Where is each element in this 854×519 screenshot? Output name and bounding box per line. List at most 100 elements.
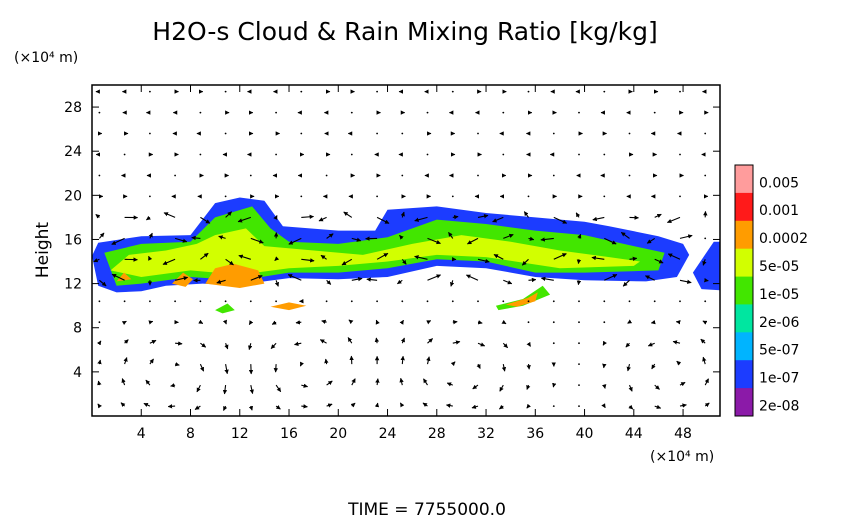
wind-vector-216 xyxy=(427,237,441,245)
wind-vector-39 xyxy=(148,255,153,261)
wind-vector-230 xyxy=(449,280,455,287)
wind-vector-57 xyxy=(163,212,176,218)
wind-vector-211 xyxy=(427,338,433,344)
y-axis: 4 8 12 16 20 24 28 xyxy=(64,100,720,381)
wind-vector-196 xyxy=(399,319,404,325)
colorbar-label-5: 2e-06 xyxy=(759,315,799,331)
wind-vector-4 xyxy=(98,321,101,324)
wind-vector-160 xyxy=(350,402,356,408)
wind-vector-288 xyxy=(552,405,555,407)
wind-vector-54 xyxy=(174,276,189,281)
colorbar-swatch-4 xyxy=(735,276,753,305)
colorbar-label-8: 2e-08 xyxy=(759,398,799,414)
wind-vector-273 xyxy=(526,384,531,390)
wind-vector-124 xyxy=(275,153,277,156)
colorbar-frame xyxy=(734,164,754,417)
wind-vector-85 xyxy=(224,300,227,303)
wind-vector-155 xyxy=(325,174,328,177)
wind-vector-387 xyxy=(700,338,706,344)
wind-vector-383 xyxy=(679,90,681,93)
wind-vector-312 xyxy=(577,233,582,239)
wind-vector-226 xyxy=(450,361,456,367)
colorbar: 0.005 0.001 0.0002 5e-05 1e-05 2e-06 5e-07 1e-0… xyxy=(734,164,808,417)
wind-vector-279 xyxy=(521,258,529,266)
x-tick-label-20: 20 xyxy=(329,426,347,442)
wind-vector-349 xyxy=(628,132,631,135)
wind-vector-360 xyxy=(646,237,656,244)
wind-vector-176 xyxy=(374,402,380,408)
wind-vector-228 xyxy=(452,319,458,325)
wind-vector-9 xyxy=(95,213,101,219)
colorbar-swatch-3 xyxy=(735,248,753,278)
y-tick-label-20: 20 xyxy=(64,188,82,204)
wind-vector-17 xyxy=(121,378,126,386)
wind-vector-87 xyxy=(225,258,234,266)
y-tick-label-12: 12 xyxy=(64,277,82,293)
wind-vector-304 xyxy=(578,405,580,407)
wind-vector-389 xyxy=(704,300,707,303)
wind-vector-316 xyxy=(578,153,580,156)
wind-vector-24 xyxy=(111,237,125,245)
wind-vector-89 xyxy=(225,211,232,218)
wind-vector-105 xyxy=(237,216,251,223)
cloud-region-1 xyxy=(692,241,720,291)
wind-vector-311 xyxy=(576,259,582,265)
wind-vector-385 xyxy=(704,378,709,386)
wind-vector-126 xyxy=(275,111,277,114)
chart-title: H2O-s Cloud & Rain Mixing Ratio [kg/kg] xyxy=(152,17,657,46)
colorbar-swatch-2 xyxy=(735,220,753,250)
wind-vector-339 xyxy=(625,342,631,348)
wind-vector-395 xyxy=(704,174,707,177)
colorbar-swatch-6 xyxy=(735,332,753,361)
y-axis-label: Height xyxy=(33,222,53,279)
wind-vector-36 xyxy=(148,320,154,325)
wind-vector-330 xyxy=(603,195,606,198)
wind-vector-72 xyxy=(191,235,201,241)
wind-vector-370 xyxy=(676,360,682,366)
wind-vector-78 xyxy=(199,111,202,114)
wind-vector-11 xyxy=(98,174,101,177)
wind-vector-103 xyxy=(238,254,251,260)
wind-vector-225 xyxy=(446,382,453,387)
wind-vector-32 xyxy=(143,402,151,408)
wind-vector-114 xyxy=(273,364,279,373)
wind-vector-293 xyxy=(552,300,555,303)
wind-vector-93 xyxy=(224,132,227,135)
wind-vector-66 xyxy=(199,363,205,372)
wind-vector-342 xyxy=(622,279,630,287)
wind-vector-337 xyxy=(628,384,633,392)
wind-vector-276 xyxy=(527,321,530,324)
wind-vector-318 xyxy=(578,111,580,114)
plot-frame xyxy=(91,84,721,417)
x-tick-label-32: 32 xyxy=(477,426,495,442)
wind-vector-56 xyxy=(174,237,188,243)
wind-vector-253 xyxy=(477,132,479,135)
wind-vector-294 xyxy=(540,276,554,282)
wind-vector-328 xyxy=(604,237,617,245)
x-tick-label-28: 28 xyxy=(428,426,446,442)
wind-vector-356 xyxy=(650,319,656,325)
wind-vector-181 xyxy=(376,300,378,303)
wind-vector-84 xyxy=(222,319,227,325)
x-tick-label-24: 24 xyxy=(379,426,397,442)
y-tick-label-28: 28 xyxy=(64,100,82,116)
x-tick-label-8: 8 xyxy=(186,426,195,442)
wind-vector-248 xyxy=(467,237,479,245)
wind-vector-189 xyxy=(376,132,378,135)
wind-vector-397 xyxy=(704,132,707,135)
wind-vector-214 xyxy=(427,274,442,281)
wind-vector-2 xyxy=(97,359,102,365)
wind-vector-3 xyxy=(96,340,102,346)
wind-vector-161 xyxy=(351,378,356,386)
wind-vector-217 xyxy=(414,216,428,222)
wind-vector-208 xyxy=(422,402,428,408)
wind-vector-144 xyxy=(326,403,333,408)
wind-vector-282 xyxy=(527,195,530,198)
wind-vector-329 xyxy=(592,216,605,222)
wind-vector-210 xyxy=(426,356,431,365)
wind-vector-213 xyxy=(426,300,429,303)
colorbar-label-4: 1e-05 xyxy=(759,287,799,303)
wind-vector-134 xyxy=(287,274,302,281)
wind-vector-198 xyxy=(397,279,403,285)
